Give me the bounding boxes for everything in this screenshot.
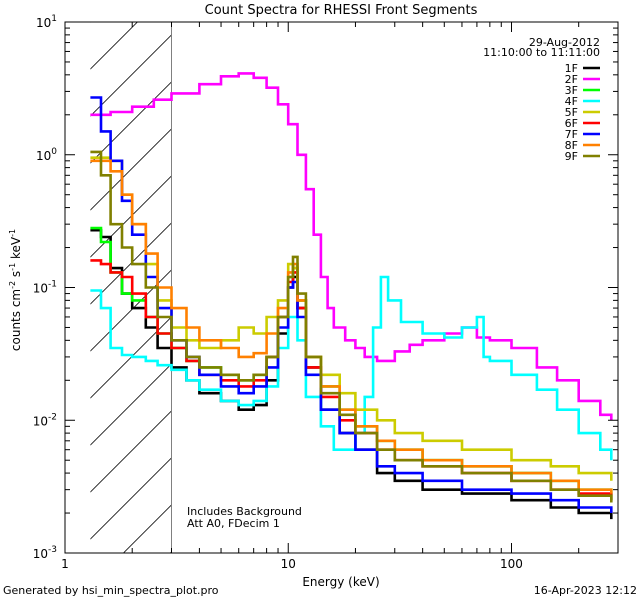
footer-generator: Generated by hsi_min_spectra_plot.pro: [3, 584, 219, 597]
series-9F: [90, 150, 613, 503]
hatch-line: [90, 410, 172, 493]
date-label: 29-Aug-2012: [529, 36, 600, 49]
x-axis-label: Energy (keV): [302, 575, 379, 589]
y-axis-label: counts cm-2 s-1 keV-1: [8, 229, 23, 351]
legend-label: 7F: [565, 128, 578, 141]
hatch-line: [90, 457, 172, 540]
y-tick-label: 100: [36, 147, 57, 163]
hatch-line: [90, 81, 172, 164]
x-tick-label: 1: [61, 557, 69, 571]
legend-label: 2F: [565, 73, 578, 86]
y-tick-label: 10-2: [33, 412, 57, 428]
hatch-line: [90, 222, 172, 305]
legend-label: 9F: [565, 150, 578, 163]
hatch-line: [90, 34, 172, 117]
footer-timestamp: 16-Apr-2023 12:12: [534, 584, 637, 597]
legend-label: 1F: [565, 62, 578, 75]
legend-label: 6F: [565, 117, 578, 130]
series-4F: [90, 275, 613, 461]
x-tick-label: 100: [500, 557, 523, 571]
y-tick-label: 101: [36, 14, 57, 30]
chart-title: Count Spectra for RHESSI Front Segments: [205, 3, 478, 18]
legend-label: 8F: [565, 139, 578, 152]
time-range-label: 11:10:00 to 11:11:00: [483, 46, 600, 59]
y-tick-label: 10-1: [33, 280, 57, 296]
legend-label: 4F: [565, 95, 578, 108]
annotation-background: Includes Background: [187, 505, 302, 518]
series-2F: [90, 72, 613, 421]
annotation-attenuator: Att A0, FDecim 1: [187, 517, 280, 530]
y-tick-label: 10-3: [33, 545, 57, 561]
legend-label: 5F: [565, 106, 578, 119]
legend-label: 3F: [565, 84, 578, 97]
series-8F: [90, 159, 613, 494]
x-tick-label: 10: [281, 557, 296, 571]
